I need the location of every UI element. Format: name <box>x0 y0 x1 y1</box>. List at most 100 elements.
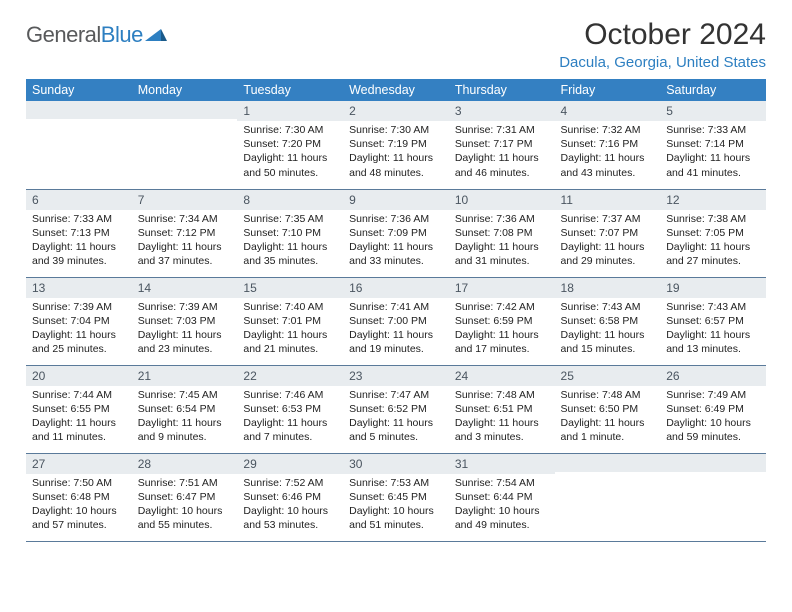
day-content: Sunrise: 7:48 AMSunset: 6:50 PMDaylight:… <box>555 386 661 449</box>
sunset-text: Sunset: 7:03 PM <box>138 314 232 328</box>
daylight-line1: Daylight: 11 hours <box>243 151 337 165</box>
day-content <box>660 472 766 530</box>
daylight-line1: Daylight: 11 hours <box>138 240 232 254</box>
day-number: 11 <box>555 190 661 210</box>
daylight-line1: Daylight: 11 hours <box>455 416 549 430</box>
day-content: Sunrise: 7:48 AMSunset: 6:51 PMDaylight:… <box>449 386 555 449</box>
day-content: Sunrise: 7:30 AMSunset: 7:20 PMDaylight:… <box>237 121 343 184</box>
day-content: Sunrise: 7:46 AMSunset: 6:53 PMDaylight:… <box>237 386 343 449</box>
sunset-text: Sunset: 7:04 PM <box>32 314 126 328</box>
daylight-line1: Daylight: 11 hours <box>561 151 655 165</box>
daylight-line2: and 3 minutes. <box>455 430 549 444</box>
day-number: 26 <box>660 366 766 386</box>
sunrise-text: Sunrise: 7:47 AM <box>349 388 443 402</box>
calendar-day: 24Sunrise: 7:48 AMSunset: 6:51 PMDayligh… <box>449 365 555 453</box>
sunrise-text: Sunrise: 7:48 AM <box>455 388 549 402</box>
calendar-day: 17Sunrise: 7:42 AMSunset: 6:59 PMDayligh… <box>449 277 555 365</box>
sunset-text: Sunset: 6:45 PM <box>349 490 443 504</box>
daylight-line1: Daylight: 11 hours <box>243 240 337 254</box>
sunset-text: Sunset: 6:49 PM <box>666 402 760 416</box>
sunset-text: Sunset: 7:12 PM <box>138 226 232 240</box>
daylight-line2: and 50 minutes. <box>243 166 337 180</box>
sunrise-text: Sunrise: 7:52 AM <box>243 476 337 490</box>
sunrise-text: Sunrise: 7:51 AM <box>138 476 232 490</box>
daylight-line2: and 49 minutes. <box>455 518 549 532</box>
calendar-day: 7Sunrise: 7:34 AMSunset: 7:12 PMDaylight… <box>132 189 238 277</box>
daylight-line1: Daylight: 11 hours <box>349 328 443 342</box>
calendar-day-empty <box>660 453 766 541</box>
sunrise-text: Sunrise: 7:44 AM <box>32 388 126 402</box>
day-number: 13 <box>26 278 132 298</box>
day-content: Sunrise: 7:35 AMSunset: 7:10 PMDaylight:… <box>237 210 343 273</box>
daylight-line2: and 46 minutes. <box>455 166 549 180</box>
daylight-line1: Daylight: 11 hours <box>666 240 760 254</box>
day-number: 28 <box>132 454 238 474</box>
sunset-text: Sunset: 6:48 PM <box>32 490 126 504</box>
day-content: Sunrise: 7:36 AMSunset: 7:09 PMDaylight:… <box>343 210 449 273</box>
daylight-line1: Daylight: 11 hours <box>32 328 126 342</box>
calendar-day: 26Sunrise: 7:49 AMSunset: 6:49 PMDayligh… <box>660 365 766 453</box>
daylight-line2: and 59 minutes. <box>666 430 760 444</box>
weekday-header: Thursday <box>449 79 555 101</box>
sunset-text: Sunset: 6:44 PM <box>455 490 549 504</box>
day-number: 1 <box>237 101 343 121</box>
sunset-text: Sunset: 6:52 PM <box>349 402 443 416</box>
calendar-day-empty <box>555 453 661 541</box>
daylight-line2: and 57 minutes. <box>32 518 126 532</box>
daylight-line1: Daylight: 10 hours <box>455 504 549 518</box>
daylight-line2: and 27 minutes. <box>666 254 760 268</box>
day-content: Sunrise: 7:51 AMSunset: 6:47 PMDaylight:… <box>132 474 238 537</box>
daylight-line2: and 11 minutes. <box>32 430 126 444</box>
day-content: Sunrise: 7:54 AMSunset: 6:44 PMDaylight:… <box>449 474 555 537</box>
day-number: 6 <box>26 190 132 210</box>
sunrise-text: Sunrise: 7:43 AM <box>561 300 655 314</box>
daylight-line1: Daylight: 11 hours <box>666 151 760 165</box>
daylight-line1: Daylight: 10 hours <box>32 504 126 518</box>
sunset-text: Sunset: 7:20 PM <box>243 137 337 151</box>
daylight-line2: and 31 minutes. <box>455 254 549 268</box>
day-content: Sunrise: 7:33 AMSunset: 7:13 PMDaylight:… <box>26 210 132 273</box>
sunrise-text: Sunrise: 7:40 AM <box>243 300 337 314</box>
sunrise-text: Sunrise: 7:33 AM <box>666 123 760 137</box>
day-number: 17 <box>449 278 555 298</box>
daylight-line2: and 35 minutes. <box>243 254 337 268</box>
calendar-day: 22Sunrise: 7:46 AMSunset: 6:53 PMDayligh… <box>237 365 343 453</box>
daylight-line1: Daylight: 11 hours <box>349 240 443 254</box>
day-content: Sunrise: 7:32 AMSunset: 7:16 PMDaylight:… <box>555 121 661 184</box>
day-number <box>26 101 132 119</box>
day-content: Sunrise: 7:39 AMSunset: 7:03 PMDaylight:… <box>132 298 238 361</box>
daylight-line2: and 29 minutes. <box>561 254 655 268</box>
sunrise-text: Sunrise: 7:36 AM <box>455 212 549 226</box>
sunrise-text: Sunrise: 7:49 AM <box>666 388 760 402</box>
calendar-day: 21Sunrise: 7:45 AMSunset: 6:54 PMDayligh… <box>132 365 238 453</box>
weekday-header: Friday <box>555 79 661 101</box>
day-content: Sunrise: 7:53 AMSunset: 6:45 PMDaylight:… <box>343 474 449 537</box>
daylight-line1: Daylight: 11 hours <box>349 416 443 430</box>
day-content: Sunrise: 7:36 AMSunset: 7:08 PMDaylight:… <box>449 210 555 273</box>
day-content: Sunrise: 7:33 AMSunset: 7:14 PMDaylight:… <box>660 121 766 184</box>
day-number: 22 <box>237 366 343 386</box>
sunrise-text: Sunrise: 7:46 AM <box>243 388 337 402</box>
day-number: 7 <box>132 190 238 210</box>
daylight-line1: Daylight: 11 hours <box>455 328 549 342</box>
logo-general: General <box>26 22 101 47</box>
daylight-line1: Daylight: 11 hours <box>32 416 126 430</box>
daylight-line2: and 1 minute. <box>561 430 655 444</box>
day-number: 21 <box>132 366 238 386</box>
day-number: 15 <box>237 278 343 298</box>
calendar-day: 1Sunrise: 7:30 AMSunset: 7:20 PMDaylight… <box>237 101 343 189</box>
calendar-day: 10Sunrise: 7:36 AMSunset: 7:08 PMDayligh… <box>449 189 555 277</box>
daylight-line2: and 5 minutes. <box>349 430 443 444</box>
sunset-text: Sunset: 7:10 PM <box>243 226 337 240</box>
daylight-line2: and 17 minutes. <box>455 342 549 356</box>
sunrise-text: Sunrise: 7:54 AM <box>455 476 549 490</box>
day-content: Sunrise: 7:47 AMSunset: 6:52 PMDaylight:… <box>343 386 449 449</box>
sunrise-text: Sunrise: 7:30 AM <box>243 123 337 137</box>
calendar-week: 20Sunrise: 7:44 AMSunset: 6:55 PMDayligh… <box>26 365 766 453</box>
weekday-header-row: SundayMondayTuesdayWednesdayThursdayFrid… <box>26 79 766 101</box>
daylight-line1: Daylight: 10 hours <box>243 504 337 518</box>
day-number: 3 <box>449 101 555 121</box>
daylight-line1: Daylight: 11 hours <box>561 240 655 254</box>
calendar-day: 29Sunrise: 7:52 AMSunset: 6:46 PMDayligh… <box>237 453 343 541</box>
day-content: Sunrise: 7:31 AMSunset: 7:17 PMDaylight:… <box>449 121 555 184</box>
